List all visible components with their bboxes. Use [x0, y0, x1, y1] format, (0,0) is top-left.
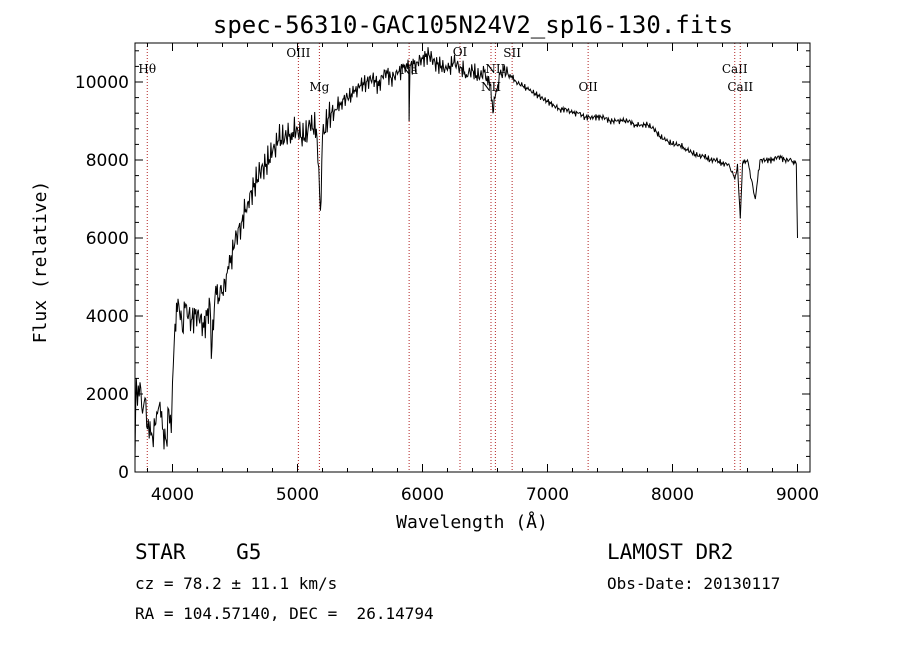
x-tick-label: 6000 — [401, 485, 444, 505]
spectral-line-label: Hθ — [138, 62, 156, 76]
coordinates: RA = 104.57140, DEC = 26.14794 — [135, 604, 434, 623]
y-tick-label: 6000 — [86, 229, 129, 249]
spectral-line-label: CaII — [727, 80, 753, 94]
chart-title: spec-56310-GAC105N24V2_sp16-130.fits — [213, 11, 733, 39]
y-axis: 0 2000 4000 6000 8000 10000 — [75, 50, 810, 483]
y-tick-label: 10000 — [75, 73, 129, 93]
spectral-line-label: SII — [503, 46, 521, 60]
spectral-line-label: OI — [453, 45, 468, 59]
redshift-velocity: cz = 78.2 ± 11.1 km/s — [135, 574, 338, 593]
survey-name: LAMOST DR2 — [607, 540, 734, 564]
y-tick-label: 4000 — [86, 307, 129, 327]
x-tick-label: 7000 — [526, 485, 569, 505]
y-tick-label: 8000 — [86, 151, 129, 171]
x-tick-label: 8000 — [651, 485, 694, 505]
x-axis: 4000 5000 6000 7000 8000 9000 — [147, 43, 819, 505]
y-tick-label: 0 — [118, 463, 129, 483]
y-tick-label: 2000 — [86, 385, 129, 405]
x-axis-label: Wavelength (Å) — [396, 511, 548, 533]
spectral-line-label: OIII — [286, 46, 310, 60]
x-tick-label: 9000 — [776, 485, 819, 505]
object-class: STAR G5 — [135, 540, 262, 564]
x-tick-label: 5000 — [276, 485, 319, 505]
spectral-line-label: OII — [578, 80, 598, 94]
observation-date: Obs-Date: 20130117 — [607, 574, 781, 593]
spectral-line-label: CaII — [722, 62, 748, 76]
plot-frame — [134, 42, 811, 473]
y-axis-label: Flux (relative) — [30, 181, 51, 344]
spectral-line-label: Mg — [309, 80, 329, 94]
x-tick-label: 4000 — [151, 485, 194, 505]
spectrum-line — [134, 47, 798, 461]
